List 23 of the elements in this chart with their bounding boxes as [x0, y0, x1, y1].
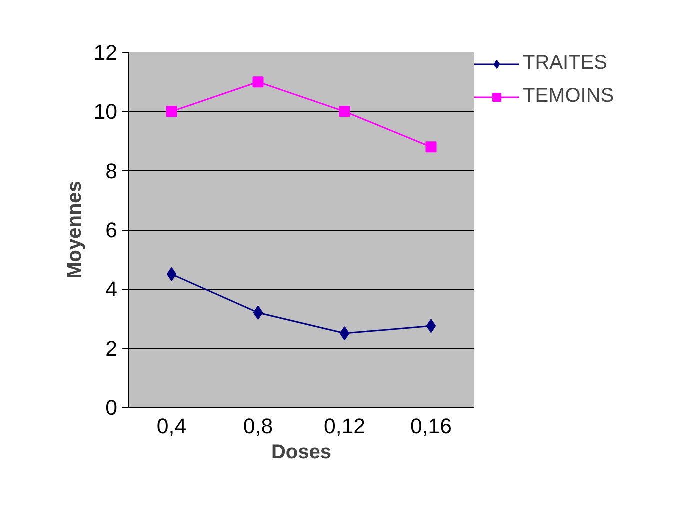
x-tick-label: 0,4: [156, 414, 187, 438]
x-tick-label: 0,8: [243, 414, 274, 438]
y-tick-label: 2: [106, 336, 118, 361]
point: [253, 306, 264, 320]
y-tick-label: 12: [94, 41, 118, 65]
x-tick-label: 0,16: [410, 414, 452, 438]
y-tick-label: 0: [106, 396, 118, 420]
x-tick-label: 0,12: [324, 414, 366, 438]
point: [426, 319, 436, 334]
legend-label: TEMOINS: [523, 85, 614, 108]
point: [166, 267, 177, 282]
legend-label: TRAITES: [523, 52, 608, 75]
y-tick-label: 10: [94, 100, 118, 124]
point: [426, 142, 437, 153]
y-axis-title: Moyennes: [64, 181, 86, 279]
point: [340, 326, 350, 341]
y-tick-label: 8: [106, 159, 118, 184]
y-tick-label: 6: [106, 218, 118, 242]
point: [166, 106, 178, 118]
y-tick-label: 4: [106, 278, 118, 302]
x-axis-title: Doses: [271, 442, 332, 464]
point: [252, 76, 264, 88]
point: [339, 106, 350, 118]
